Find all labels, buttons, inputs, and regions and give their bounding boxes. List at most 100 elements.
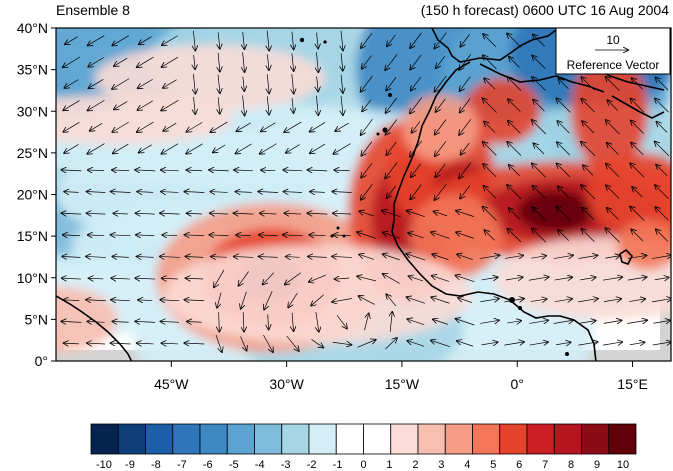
wind-vector: [161, 343, 179, 344]
color-bar: -10 -9 -8 -7 -6 -5 -4 -3 -2 -1 0 1 2 3 4 5 6 7 8 9 10: [90, 423, 637, 471]
wind-vector: [243, 76, 244, 91]
wind-vector: [357, 276, 376, 282]
color-bar-swatch: [526, 423, 555, 455]
wind-vector: [161, 143, 179, 154]
wind-vector: [509, 208, 520, 220]
wind-vector: [292, 74, 294, 93]
wind-vector: [211, 257, 227, 258]
wind-vector: [264, 290, 273, 309]
wind-vector: [258, 192, 279, 193]
color-bar-label: 8: [568, 459, 574, 471]
wind-vector: [410, 54, 422, 70]
wind-vector: [243, 52, 245, 72]
wind-vector: [602, 342, 622, 345]
wind-vector: [411, 163, 422, 177]
wind-vector: [317, 76, 319, 91]
wind-vector: [580, 277, 595, 280]
wind-vector: [410, 140, 423, 157]
wind-vector: [335, 278, 350, 279]
wind-vector: [311, 339, 323, 347]
wind-vector: [433, 319, 448, 325]
wind-vector: [236, 143, 252, 154]
wind-vector: [529, 342, 548, 345]
wind-vector: [631, 229, 644, 242]
wind-vector: [111, 343, 131, 344]
anomaly-blob: [94, 44, 326, 112]
wind-vector: [194, 55, 195, 69]
wind-vector: [431, 232, 450, 239]
wind-vector: [484, 122, 496, 133]
wind-vector: [284, 121, 302, 132]
wind-vector: [406, 254, 426, 261]
wind-vector: [138, 78, 153, 88]
wind-vector: [161, 170, 179, 171]
lon-tick-label: 15°E: [617, 376, 648, 392]
wind-vector: [162, 56, 179, 67]
wind-vector: [407, 341, 425, 347]
color-bar-swatch: [145, 423, 174, 455]
wind-vector: [163, 122, 177, 131]
wind-vector: [410, 97, 422, 113]
wind-vector: [160, 213, 180, 214]
wind-vector: [581, 77, 595, 91]
wind-vector: [210, 121, 228, 132]
wind-vector: [653, 320, 670, 323]
map-area: [56, 28, 671, 361]
wind-vector: [309, 235, 326, 236]
wind-vector: [361, 119, 373, 135]
wind-vector: [292, 53, 294, 71]
wind-vector: [316, 95, 318, 115]
wind-vector: [436, 55, 446, 68]
wind-vector: [554, 277, 573, 280]
wind-vector: [361, 75, 373, 92]
lat-tick-label: 20°N: [17, 187, 48, 203]
wind-vector: [558, 230, 569, 241]
wind-vector: [557, 164, 571, 178]
wind-vector: [655, 207, 669, 221]
wind-vector: [435, 119, 447, 134]
wind-vector: [112, 257, 129, 258]
wind-vector: [283, 235, 303, 236]
wind-vector: [112, 321, 129, 322]
wind-vector: [238, 271, 249, 286]
wind-vector: [460, 34, 470, 46]
wind-vector: [508, 121, 521, 134]
wind-vector: [504, 342, 524, 345]
wind-vector: [218, 97, 220, 113]
wind-vector: [112, 121, 129, 132]
color-bar-label: -7: [177, 459, 187, 471]
wind-vector: [240, 336, 247, 350]
wind-vector: [361, 184, 373, 199]
wind-vector: [607, 208, 619, 220]
wind-vector: [656, 229, 668, 242]
color-bar-label: 7: [542, 459, 548, 471]
anomaly-blob: [586, 152, 671, 237]
wind-vector: [64, 300, 80, 301]
wind-vector: [215, 334, 222, 352]
wind-vector: [113, 143, 129, 153]
wind-vector: [581, 99, 595, 113]
wind-vector: [160, 300, 180, 301]
color-bar-swatch: [199, 423, 228, 455]
anomaly-blob: [163, 244, 472, 345]
wind-vector: [361, 162, 373, 177]
lat-tick-label: 10°N: [17, 270, 48, 286]
wind-vector: [533, 35, 545, 47]
wind-vector: [185, 300, 205, 301]
color-bar-swatch: [499, 423, 528, 455]
wind-vector: [556, 98, 571, 113]
wind-vector: [63, 100, 80, 111]
wind-vector: [86, 300, 106, 301]
wind-vector: [209, 235, 229, 236]
wind-vector: [210, 213, 229, 214]
wind-vector: [64, 343, 80, 344]
wind-vector: [112, 78, 130, 89]
wind-vector: [483, 98, 497, 113]
wind-vector: [533, 207, 546, 221]
wind-vector: [161, 321, 180, 322]
wind-vector: [557, 121, 570, 134]
wind-vector: [219, 312, 220, 331]
wind-vector: [458, 298, 472, 303]
wind-vector: [241, 291, 247, 309]
wind-vector: [529, 320, 548, 323]
